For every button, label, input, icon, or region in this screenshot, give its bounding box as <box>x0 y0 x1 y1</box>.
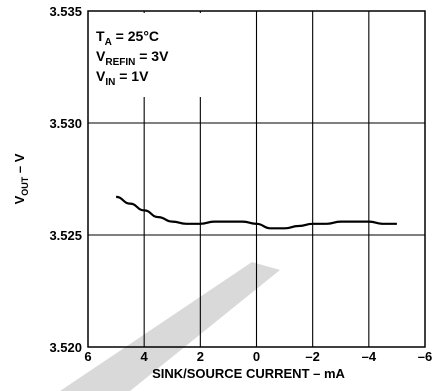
y-tick-label: 3.535 <box>49 4 82 19</box>
y-tick-label: 3.530 <box>49 116 82 131</box>
x-tick-label: 6 <box>84 349 91 364</box>
condition-label-temperature: TA = 25°C <box>96 28 159 48</box>
watermark-stripe <box>60 262 280 391</box>
plot-frame <box>87 10 426 348</box>
x-tick-label: –4 <box>362 349 377 364</box>
conditions-box <box>90 13 203 97</box>
tick-labels: 6 4 2 0 –2 –4 –6 3.520 3.525 3.530 3.535 <box>49 4 432 364</box>
x-tick-label: –2 <box>305 349 319 364</box>
x-axis-title: SINK/SOURCE CURRENT – mA <box>152 366 345 381</box>
x-tick-label: 2 <box>197 349 204 364</box>
series-line <box>115 195 397 230</box>
x-tick-label: –6 <box>418 349 432 364</box>
x-tick-label: 0 <box>253 349 260 364</box>
x-tick-label: 4 <box>141 349 149 364</box>
condition-label-vrefin: VREFIN = 3V <box>96 48 169 68</box>
condition-label-vin: VIN = 1V <box>96 68 149 88</box>
y-axis-title: VOUT – V <box>12 153 30 204</box>
y-tick-label: 3.520 <box>49 340 82 355</box>
y-tick-label: 3.525 <box>49 228 82 243</box>
